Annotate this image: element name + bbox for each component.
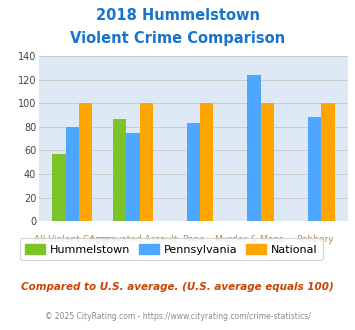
- Text: Violent Crime Comparison: Violent Crime Comparison: [70, 31, 285, 46]
- Bar: [187, 123, 200, 221]
- Text: © 2025 CityRating.com - https://www.cityrating.com/crime-statistics/: © 2025 CityRating.com - https://www.city…: [45, 312, 310, 321]
- Bar: [140, 103, 153, 221]
- Bar: [126, 133, 140, 221]
- Bar: [200, 103, 213, 221]
- Text: Robbery: Robbery: [296, 235, 333, 244]
- Text: All Violent Crime: All Violent Crime: [34, 235, 110, 244]
- Legend: Hummelstown, Pennsylvania, National: Hummelstown, Pennsylvania, National: [20, 238, 323, 260]
- Bar: [79, 103, 92, 221]
- Bar: [53, 154, 66, 221]
- Bar: [113, 118, 126, 221]
- Bar: [261, 103, 274, 221]
- Text: Aggravated Assault: Aggravated Assault: [89, 235, 177, 244]
- Text: Rape: Rape: [182, 235, 205, 244]
- Text: Murder & Mans...: Murder & Mans...: [215, 235, 293, 244]
- Bar: [321, 103, 334, 221]
- Text: 2018 Hummelstown: 2018 Hummelstown: [95, 8, 260, 23]
- Bar: [247, 75, 261, 221]
- Text: Compared to U.S. average. (U.S. average equals 100): Compared to U.S. average. (U.S. average …: [21, 282, 334, 292]
- Bar: [308, 117, 321, 221]
- Bar: [66, 127, 79, 221]
